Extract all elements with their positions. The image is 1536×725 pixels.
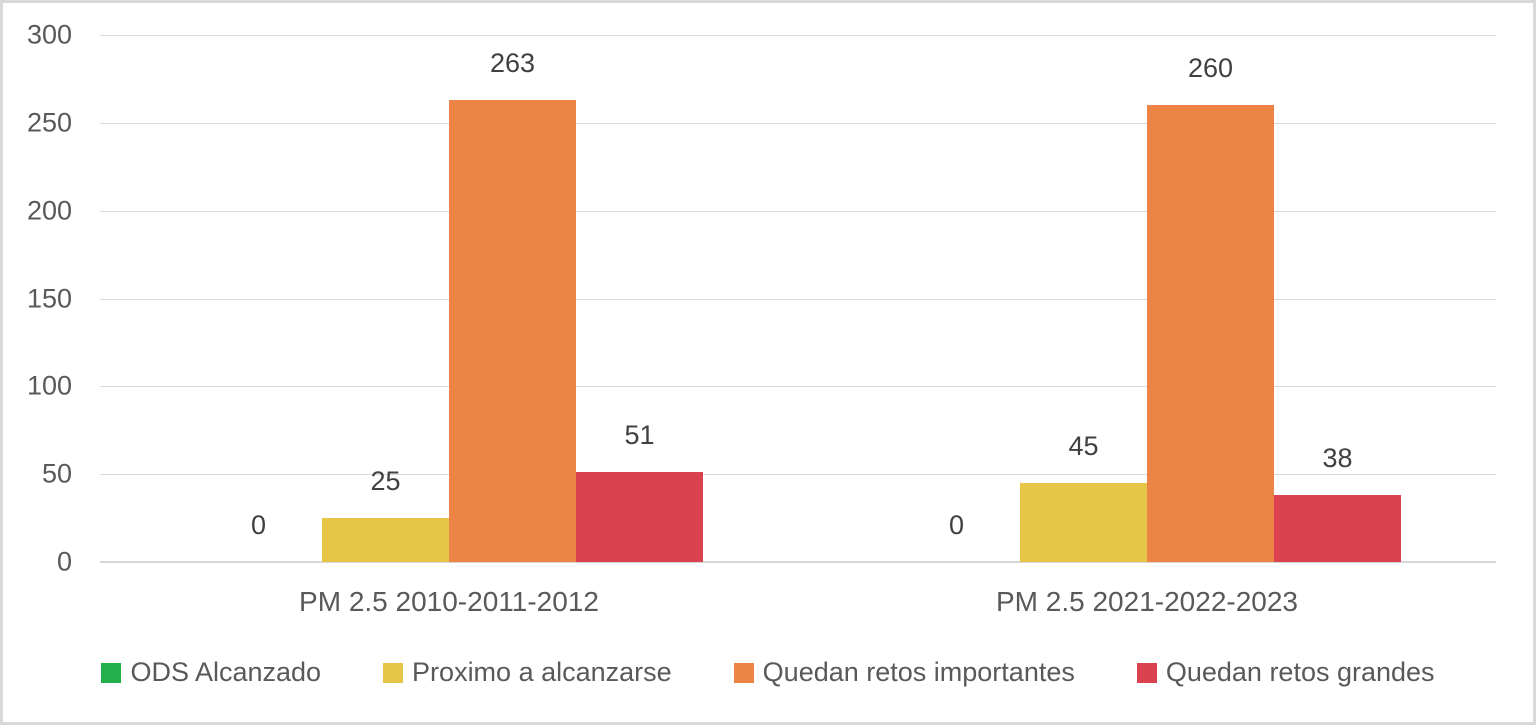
y-axis-tick-label: 150 <box>26 283 72 313</box>
x-axis-line <box>100 561 1496 563</box>
y-axis-tick-label: 50 <box>41 458 72 489</box>
x-axis-category-label: PM 2.5 2021-2022-2023 <box>996 586 1298 617</box>
bar <box>1274 495 1401 562</box>
legend-swatch <box>1136 662 1157 683</box>
gridline <box>100 474 1496 476</box>
gridline <box>100 35 1496 36</box>
gridline <box>100 298 1496 300</box>
bar-value-label: 260 <box>1187 53 1234 84</box>
gridline <box>100 386 1496 388</box>
bar-value-label: 45 <box>1068 430 1099 461</box>
gridline <box>100 210 1496 212</box>
legend-item: Proximo a alcanzarse <box>383 657 672 688</box>
legend-label: ODS Alcanzado <box>130 657 322 687</box>
bar-value-label: 0 <box>250 510 267 540</box>
bar <box>576 472 703 562</box>
legend-swatch <box>733 662 754 683</box>
legend-swatch <box>101 662 122 683</box>
legend-item: ODS Alcanzado <box>101 657 322 688</box>
y-axis-tick-label: 200 <box>26 195 72 226</box>
legend-swatch <box>383 662 404 683</box>
x-axis-category-label: PM 2.5 2010-2011-2012 <box>299 586 599 617</box>
bar-value-label: 0 <box>948 510 965 540</box>
y-axis-tick-label: 250 <box>26 107 72 138</box>
legend-item: Quedan retos importantes <box>733 657 1075 688</box>
legend-item: Quedan retos grandes <box>1136 657 1435 688</box>
bar <box>449 99 576 562</box>
y-axis-tick-label: 300 <box>26 19 72 50</box>
bar-value-label: 38 <box>1322 443 1353 474</box>
bar-value-label: 25 <box>370 466 401 497</box>
bar <box>1020 482 1147 562</box>
bar-value-label: 51 <box>624 420 655 451</box>
gridline <box>100 122 1496 124</box>
legend: ODS Alcanzado Proximo a alcanzarse Quedan … <box>0 657 1536 688</box>
legend-label: Quedan retos grandes <box>1165 657 1435 687</box>
y-axis-tick-label: 0 <box>56 546 72 577</box>
bar <box>322 518 449 562</box>
bar <box>1147 105 1274 562</box>
bar-value-label: 263 <box>489 48 536 78</box>
legend-label: Proximo a alcanzarse <box>412 657 672 687</box>
y-axis-tick-label: 100 <box>26 370 72 401</box>
legend-label: Quedan retos importantes <box>762 657 1075 687</box>
